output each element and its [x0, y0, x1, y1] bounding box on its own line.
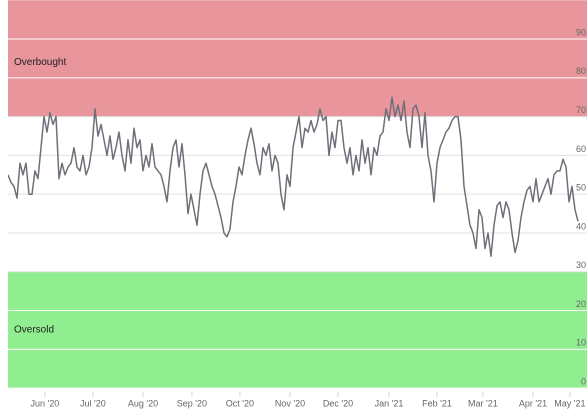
x-tick-label: Mar '21 [468, 398, 498, 408]
band [8, 0, 587, 117]
x-tick-label: Oct '20 [226, 398, 254, 408]
x-tick-label: Dec '20 [323, 398, 353, 408]
band-label: Overbought [14, 57, 66, 68]
y-tick-label: 40 [576, 221, 586, 231]
labels: Overbought Oversold 0 10 20 30 40 50 60 70 80 90 Jun… [14, 27, 586, 408]
y-tick-label: 80 [576, 66, 586, 76]
x-tick-label: Jul '20 [80, 398, 106, 408]
x-tick-label: May '21 [554, 398, 585, 408]
lines [8, 96, 579, 257]
rsi-line [8, 96, 579, 257]
x-tick-label: Nov '20 [275, 398, 305, 408]
y-tick-label: 20 [576, 299, 586, 309]
band [8, 271, 587, 389]
x-tick-label: Feb '21 [422, 398, 452, 408]
x-tick-label: Sep '20 [177, 398, 207, 408]
y-tick-label: 60 [576, 144, 586, 154]
x-tick-label: Jan '21 [375, 398, 404, 408]
band-label: Oversold [14, 325, 54, 336]
grid [8, 38, 587, 397]
y-tick-label: 0 [581, 376, 586, 386]
y-tick-label: 10 [576, 338, 586, 348]
x-tick-label: Apr '21 [519, 398, 547, 408]
bands [8, 0, 587, 389]
y-tick-label: 50 [576, 183, 586, 193]
y-tick-label: 30 [576, 260, 586, 270]
y-tick-label: 70 [576, 105, 586, 115]
x-tick-label: Jun '20 [31, 398, 60, 408]
x-tick-label: Aug '20 [128, 398, 158, 408]
y-tick-label: 90 [576, 27, 586, 37]
